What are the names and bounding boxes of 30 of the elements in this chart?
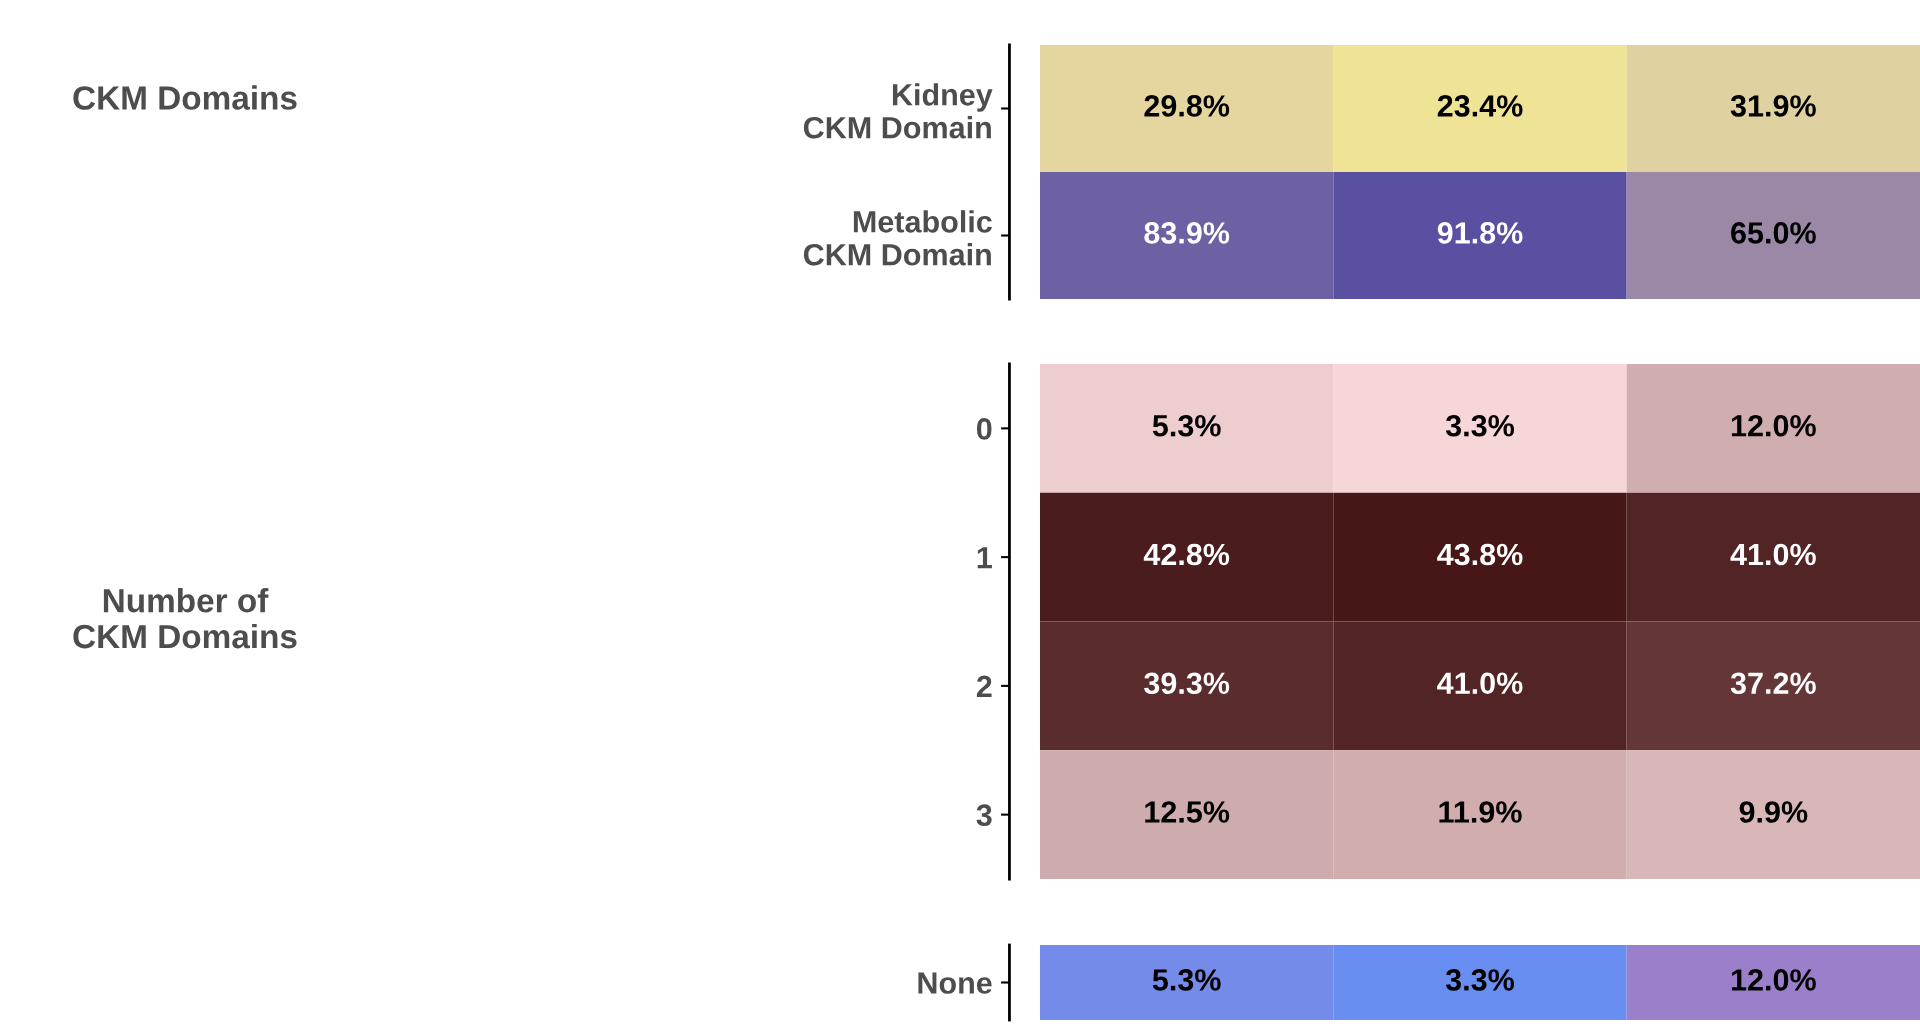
data-label: 5.3% [1152,414,1221,437]
y-tick-label: None [918,972,992,994]
data-label: 42.8% [1143,543,1230,566]
data-label: 65.0% [1731,222,1816,244]
y-tick-label: 0 [976,418,992,440]
y-tick-label: 1 [977,547,992,569]
y-tick-label: 3 [976,804,992,827]
y-tick-label: Kidney CKM Domain [803,83,993,139]
data-label: 41.0% [1730,543,1816,566]
data-label: 91.8% [1437,222,1523,244]
data-label: 43.8% [1437,543,1523,566]
y-axis-title: CKM Domains [73,85,297,110]
y-tick-label: Metabolic CKM Domain [803,210,992,266]
data-label: 3.3% [1445,969,1515,991]
data-label: 37.2% [1730,672,1816,695]
y-tick-label: 2 [976,675,992,697]
data-label: 11.9% [1439,801,1522,823]
y-axis-title: Number of CKM Domains [73,588,297,649]
data-label: 12.5% [1145,801,1230,823]
data-label: 23.4% [1437,95,1523,117]
data-label: 3.3% [1445,414,1515,437]
data-label: 9.9% [1739,801,1808,823]
data-label: 41.0% [1437,672,1523,695]
data-label: 39.3% [1144,672,1230,695]
data-label: 29.8% [1144,95,1230,117]
data-label: 31.9% [1730,95,1816,117]
data-label: 12.0% [1731,969,1816,991]
data-label: 12.0% [1731,414,1816,437]
data-label: 5.3% [1152,969,1221,991]
data-label: 83.9% [1144,222,1230,244]
